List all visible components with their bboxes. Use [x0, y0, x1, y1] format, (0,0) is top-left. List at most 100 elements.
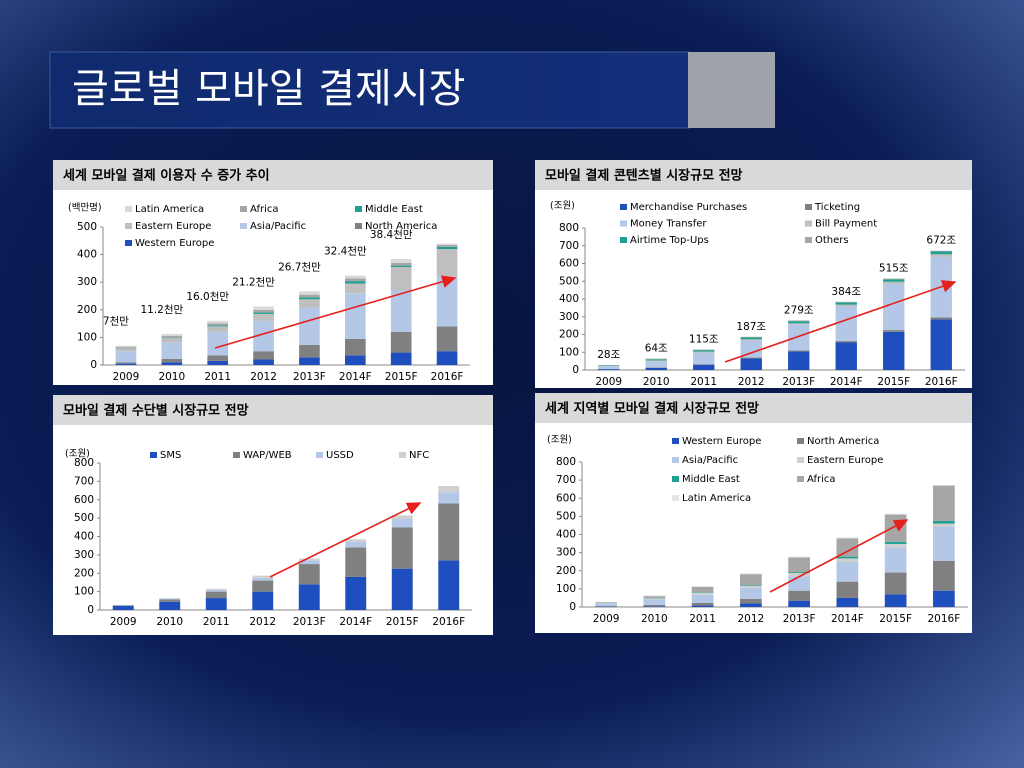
bar-segment	[883, 283, 905, 331]
bar-segment	[645, 358, 667, 360]
bar-segment	[930, 251, 952, 255]
bar-segment	[598, 366, 620, 369]
bar-segment	[836, 561, 859, 582]
y-tick-label: 500	[559, 275, 579, 287]
total-label: 28조	[597, 349, 620, 361]
bar-segment	[595, 606, 617, 607]
bar-segment	[299, 294, 320, 298]
bar-segment	[645, 360, 667, 362]
x-tick-label: 2011	[689, 613, 716, 625]
x-tick-label: 2009	[113, 371, 140, 383]
bar-segment	[740, 357, 762, 359]
bar-segment	[205, 591, 227, 599]
bar-segment	[788, 324, 810, 351]
bar-segment	[643, 598, 666, 600]
bar-segment	[788, 556, 810, 558]
bar-segment	[344, 275, 366, 279]
bar-segment	[390, 290, 412, 332]
total-label: 38.4천만	[370, 229, 413, 241]
bar-segment	[595, 602, 617, 603]
title-accent	[688, 52, 775, 128]
bar-segment	[344, 281, 366, 284]
x-tick-label: 2013F	[783, 613, 816, 625]
bar-segment	[883, 331, 905, 370]
y-tick-label: 400	[77, 249, 97, 261]
bar-segment	[253, 312, 274, 314]
total-label: 279조	[784, 304, 814, 316]
y-tick-label: 100	[556, 583, 576, 595]
bar-segment	[252, 575, 274, 578]
bar-segment	[643, 595, 666, 597]
bar-segment	[299, 357, 320, 365]
x-tick-label: 2013F	[293, 616, 326, 628]
bar-segment	[836, 538, 859, 557]
bar-segment	[253, 351, 274, 360]
y-tick-label: 200	[77, 304, 97, 316]
bar-segment	[345, 547, 367, 577]
bar-segment	[112, 605, 134, 606]
charts: 세계 모바일 결제 이용자 수 증가 추이 (백만명) 0 100 200 300 400 5…	[53, 160, 972, 635]
bar-segment	[253, 359, 274, 365]
bar-segment	[740, 336, 762, 338]
x-tick-label: 2010	[156, 616, 183, 628]
bar-segment	[788, 320, 810, 322]
bar-segment	[884, 541, 907, 544]
y-tick-label: 500	[74, 512, 94, 524]
bar-segment	[345, 576, 367, 610]
bar-segment	[643, 599, 666, 605]
bar-segment	[788, 590, 810, 601]
panel-title: 세계 모바일 결제 이용자 수 증가 추이	[63, 168, 270, 184]
legend-label: Asia/Pacific	[250, 221, 306, 232]
bar-segment	[884, 513, 907, 515]
x-tick-label: 2010	[641, 613, 668, 625]
legend-label: Eastern Europe	[135, 221, 211, 232]
y-tick-label: 800	[74, 457, 94, 469]
legend-label: Latin America	[135, 204, 204, 215]
bar-segment	[740, 603, 762, 607]
bar-segment	[836, 597, 859, 607]
legend-label: Eastern Europe	[807, 455, 883, 466]
panel-header	[53, 160, 493, 190]
bar-segment	[740, 585, 762, 588]
bar-segment	[691, 592, 714, 595]
bar-segment	[344, 278, 366, 282]
legend-swatch	[125, 223, 132, 229]
bar-segment	[740, 337, 762, 340]
bar-segment	[788, 600, 810, 607]
bar-segment	[298, 584, 320, 610]
bar-segment	[436, 244, 458, 247]
bar-segment	[207, 360, 229, 365]
y-tick-label: 0	[572, 364, 579, 376]
y-tick-label: 100	[74, 586, 94, 598]
y-tick-label: 0	[87, 604, 94, 616]
bar-segment	[933, 526, 955, 561]
bar-segment	[161, 358, 183, 363]
bar-segment	[883, 330, 905, 332]
bar-segment	[788, 576, 810, 591]
bar-segment	[207, 323, 229, 326]
bar-segment	[643, 604, 666, 607]
y-tick-label: 400	[74, 531, 94, 543]
legend-label: Ticketing	[814, 202, 860, 213]
bar-segment	[344, 355, 366, 365]
y-tick-label: 400	[559, 293, 579, 305]
bar-segment	[884, 543, 907, 548]
bar-segment	[390, 331, 412, 353]
bar-segment	[390, 265, 412, 268]
bar-segment	[438, 485, 460, 493]
title-bar	[49, 51, 691, 129]
legend-swatch	[672, 476, 679, 482]
x-tick-label: 2012	[738, 376, 765, 388]
bar-segment	[836, 537, 859, 539]
y-tick-label: 200	[559, 329, 579, 341]
bar-segment	[344, 293, 366, 339]
legend-label: NFC	[409, 450, 429, 461]
x-tick-label: 2010	[643, 376, 670, 388]
bar-segment	[391, 527, 413, 569]
bar-segment	[436, 249, 458, 277]
trend-arrow	[769, 519, 909, 593]
trend-arrow	[214, 275, 457, 349]
x-tick-label: 2015F	[385, 371, 418, 383]
y-tick-label: 200	[556, 565, 576, 577]
